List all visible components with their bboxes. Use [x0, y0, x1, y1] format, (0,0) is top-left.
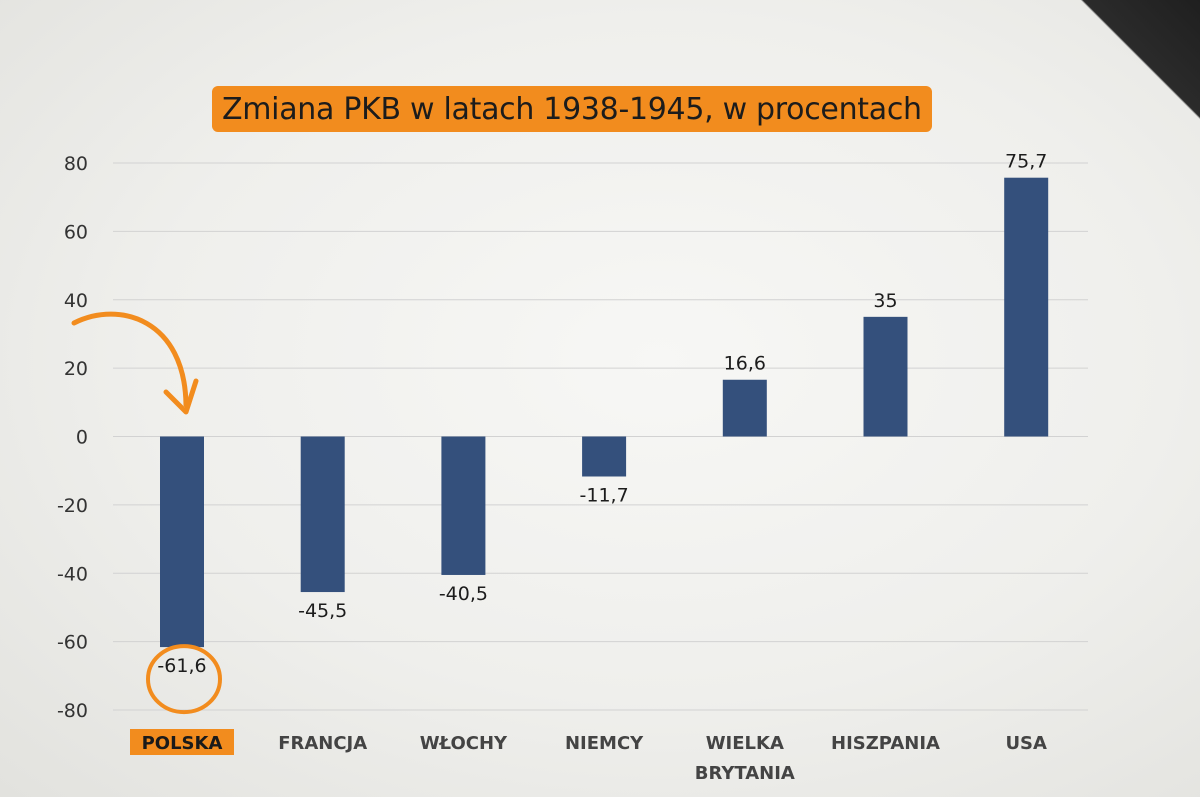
- category-label: WŁOCHY: [420, 733, 508, 754]
- bar: [160, 436, 204, 648]
- bar: [300, 436, 345, 593]
- chart-title-highlight: Zmiana PKB w latach 1938-1945, w procent…: [212, 86, 932, 132]
- bar: [863, 316, 908, 437]
- y-tick-label: 20: [64, 358, 88, 380]
- category-highlight: [130, 729, 234, 755]
- bar: [722, 379, 767, 437]
- annotation-arrowhead: [163, 378, 199, 415]
- data-label: -11,7: [580, 484, 629, 506]
- category-label: NIEMCY: [565, 733, 644, 754]
- y-tick-label: -80: [57, 700, 88, 722]
- data-label: 16,6: [724, 353, 766, 375]
- data-label: 75,7: [1005, 151, 1047, 173]
- category-label: POLSKA: [142, 733, 223, 754]
- data-label: -45,5: [298, 600, 347, 622]
- torn-corner: [1080, 0, 1200, 140]
- category-label: FRANCJA: [278, 733, 367, 754]
- y-tick-label: 80: [64, 153, 88, 175]
- y-tick-label: -40: [57, 563, 88, 585]
- y-tick-label: 60: [64, 221, 88, 243]
- y-tick-label: 0: [76, 427, 88, 449]
- y-tick-label: 40: [64, 290, 88, 312]
- data-label: -40,5: [439, 583, 488, 605]
- bar: [1004, 177, 1049, 437]
- bar: [441, 436, 486, 575]
- category-label: WIELKA: [706, 733, 784, 754]
- chart-title: Zmiana PKB w latach 1938-1945, w procent…: [222, 91, 922, 127]
- data-label: 35: [873, 290, 897, 312]
- data-label: -61,6: [157, 655, 206, 677]
- category-label: BRYTANIA: [695, 763, 795, 784]
- y-tick-label: -60: [57, 632, 88, 654]
- y-tick-label: -20: [57, 495, 88, 517]
- category-label: HISZPANIA: [831, 733, 940, 754]
- bar: [582, 436, 627, 477]
- annotation-arrow: [71, 311, 189, 408]
- category-label: USA: [1005, 733, 1047, 754]
- annotation-circle: [146, 644, 222, 715]
